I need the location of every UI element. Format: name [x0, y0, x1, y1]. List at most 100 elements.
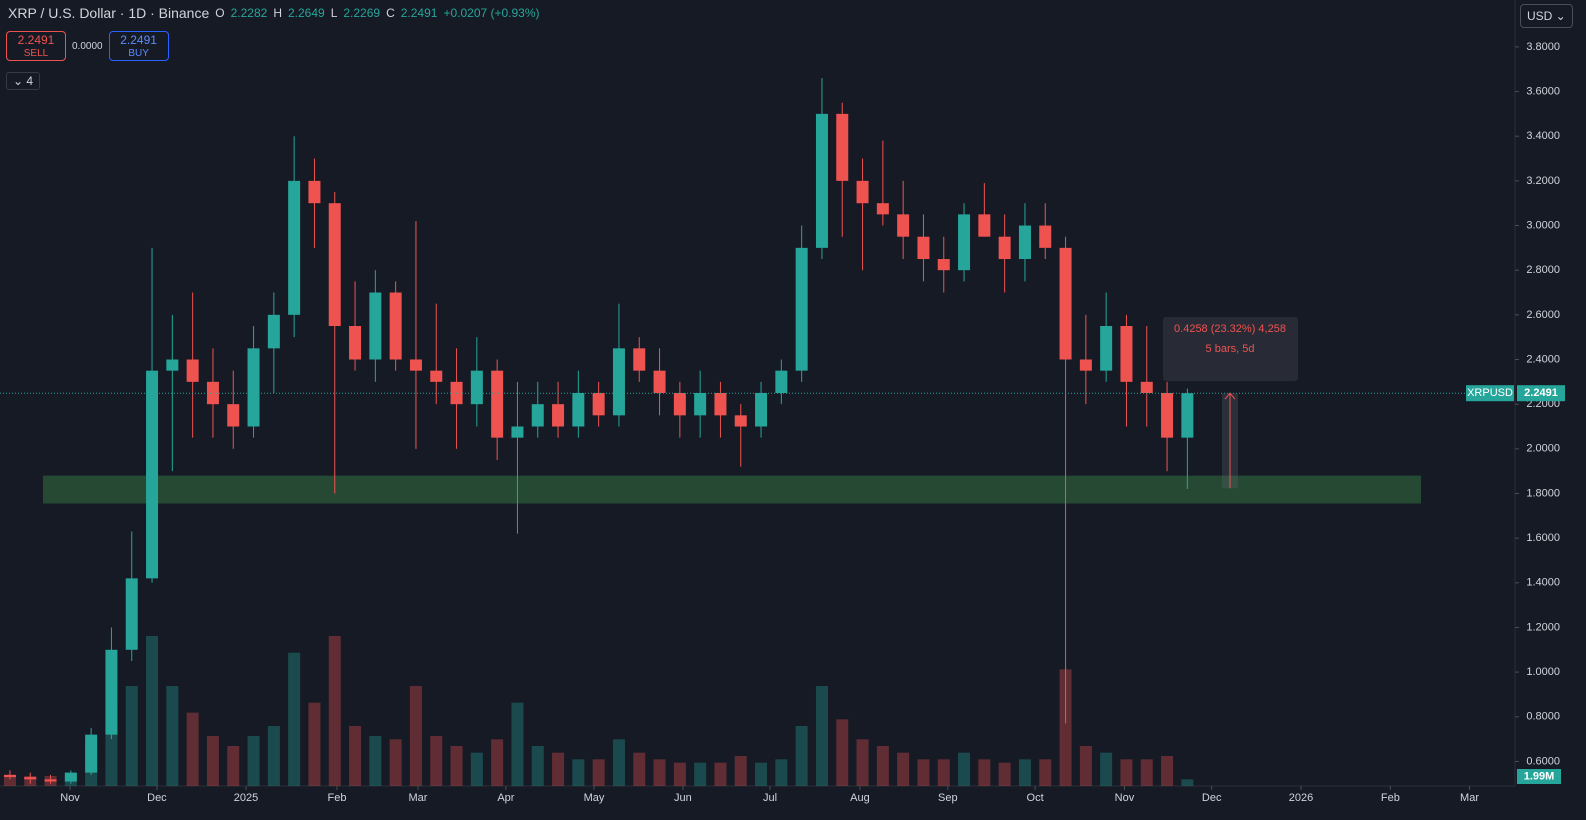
candle-body [328, 203, 341, 327]
candle-body [734, 415, 747, 427]
candle-body [775, 370, 788, 393]
candle-body [978, 214, 991, 237]
volume-bar [917, 759, 930, 786]
x-tick-label: Feb [1381, 792, 1400, 804]
candle-body [755, 393, 768, 427]
candle-body [1161, 393, 1174, 438]
candle-body [44, 779, 57, 782]
candle-body [125, 578, 138, 650]
volume-bar [775, 759, 788, 786]
candle-body [653, 370, 666, 393]
y-tick-label: 1.4000 [1526, 577, 1560, 589]
candle-body [430, 370, 443, 382]
l-label: L [330, 6, 338, 20]
candle-body [409, 359, 422, 371]
volume-bar [612, 739, 625, 786]
volume-bar [958, 752, 971, 786]
candle-body [267, 314, 280, 349]
y-tick-label: 1.0000 [1526, 666, 1560, 678]
volume-tag: 1.99M [1524, 770, 1555, 782]
candle-body [288, 180, 301, 315]
volume-bar [206, 736, 219, 786]
candle-body [836, 113, 849, 181]
volume-bar [673, 762, 686, 786]
x-tick-label: Nov [1115, 792, 1135, 804]
volume-bar [430, 736, 443, 786]
candle-body [714, 393, 727, 416]
symbol-tag-bg [1466, 385, 1514, 402]
candle-body [856, 180, 869, 204]
volume-bar [267, 726, 280, 786]
volume-bar [491, 739, 504, 786]
x-tick-label: Apr [497, 792, 514, 804]
o-value: 2.2282 [230, 6, 268, 20]
volume-bar [978, 759, 991, 786]
candle-body [1059, 247, 1072, 360]
candle-body [937, 259, 950, 271]
candle-body [308, 180, 321, 204]
y-tick-label: 3.0000 [1526, 219, 1560, 231]
candle-body [876, 203, 889, 215]
indicators-toggle[interactable]: ⌄ 4 [6, 72, 41, 90]
volume-bar [633, 752, 646, 786]
volume-bar [1140, 759, 1153, 786]
candle-body [146, 370, 159, 579]
sell-button[interactable]: 2.2491 SELL [6, 31, 66, 61]
c-label: C [386, 6, 395, 20]
change: +0.0207 (+0.93%) [443, 6, 540, 20]
symbol-tag: XRPUSD [1467, 387, 1513, 399]
volume-bar [125, 686, 138, 786]
candle-body [958, 214, 971, 271]
volume-bar [1120, 759, 1133, 786]
volume-bar [288, 652, 301, 786]
price-axis-bg [1515, 0, 1586, 820]
candle-body [815, 113, 828, 248]
x-tick-label: Mar [409, 792, 428, 804]
candle-body [186, 359, 199, 382]
l-value: 2.2269 [343, 6, 381, 20]
y-tick-label: 1.8000 [1526, 487, 1560, 499]
buy-button[interactable]: 2.2491 BUY [108, 31, 169, 61]
candle-body [552, 404, 565, 427]
candle-body [633, 348, 646, 371]
volume-bar [511, 702, 524, 786]
candle-body [795, 247, 808, 371]
y-tick-label: 2.4000 [1526, 353, 1560, 365]
volume-bar [876, 746, 889, 786]
volume-bar [409, 686, 422, 786]
x-tick-label: Jun [674, 792, 692, 804]
buy-price: 2.2491 [120, 33, 157, 47]
candle-body [673, 393, 686, 416]
symbol-title: XRP / U.S. Dollar · 1D · Binance [8, 5, 210, 21]
currency-select[interactable]: USD ⌄ [1520, 4, 1573, 28]
candle-body [3, 774, 16, 778]
candle-body [511, 426, 524, 438]
volume-bar [470, 752, 483, 786]
volume-bar [572, 759, 585, 786]
currency: USD [1527, 9, 1553, 23]
y-tick-label: 1.6000 [1526, 532, 1560, 544]
candle-body [1079, 359, 1092, 371]
measure-label: 0.4258 (23.32%) 4,258 [1174, 323, 1286, 335]
volume-bar [552, 752, 565, 786]
volume-bar [815, 686, 828, 786]
volume-bar [1059, 669, 1072, 786]
x-tick-label: Jul [763, 792, 777, 804]
candle-body [85, 734, 98, 773]
buy-label: BUY [128, 48, 149, 59]
volume-bar [349, 726, 362, 786]
header: XRP / U.S. Dollar · 1D · Binance O 2.2282… [8, 5, 540, 21]
candle-body [1100, 326, 1113, 371]
volume-bar [308, 702, 321, 786]
y-tick-label: 3.6000 [1526, 85, 1560, 97]
sell-label: SELL [23, 48, 49, 59]
x-tick-label: 2026 [1289, 792, 1313, 804]
h-value: 2.2649 [287, 6, 325, 20]
volume-bar [795, 726, 808, 786]
volume-tag-bg [1517, 769, 1561, 784]
sell-price: 2.2491 [17, 33, 55, 47]
volume-bar [1079, 746, 1092, 786]
candle-body [105, 649, 118, 735]
y-tick-label: 3.8000 [1526, 41, 1560, 53]
